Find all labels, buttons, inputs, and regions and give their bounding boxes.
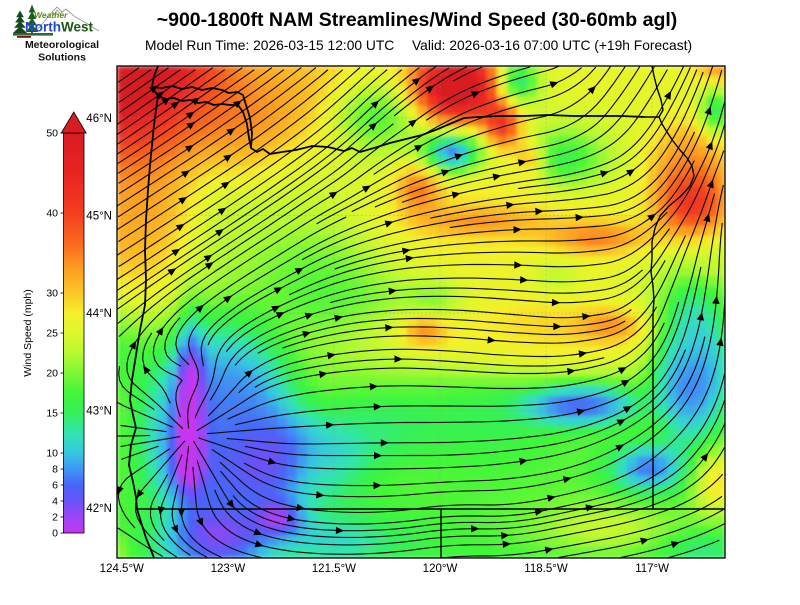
svg-text:10: 10 (46, 448, 58, 460)
svg-text:Valid: 2026-03-16 07:00 UTC (: Valid: 2026-03-16 07:00 UTC (+19h Foreca… (412, 38, 692, 53)
svg-text:~900-1800ft NAM Streamlines/Wi: ~900-1800ft NAM Streamlines/Wind Speed (… (157, 9, 678, 31)
svg-text:20: 20 (46, 368, 58, 380)
svg-text:0: 0 (52, 528, 58, 540)
svg-text:2: 2 (52, 512, 58, 524)
svg-text:123°W: 123°W (211, 563, 246, 575)
svg-text:121.5°W: 121.5°W (312, 563, 356, 575)
svg-text:44°N: 44°N (86, 308, 112, 320)
svg-text:120°W: 120°W (423, 563, 458, 575)
svg-text:40: 40 (46, 208, 58, 220)
svg-text:25: 25 (46, 328, 58, 340)
svg-text:15: 15 (46, 408, 58, 420)
svg-text:Wind Speed (mph): Wind Speed (mph) (22, 289, 34, 377)
svg-text:45°N: 45°N (86, 211, 112, 223)
svg-text:4: 4 (52, 496, 58, 508)
svg-text:Model Run Time: 2026-03-15 12:: Model Run Time: 2026-03-15 12:00 UTC (145, 38, 394, 53)
svg-text:46°N: 46°N (86, 113, 112, 125)
svg-text:118.5°W: 118.5°W (524, 563, 568, 575)
svg-text:Weather: Weather (34, 10, 68, 20)
svg-text:50: 50 (46, 128, 58, 140)
svg-text:8: 8 (52, 464, 58, 476)
svg-text:Solutions: Solutions (38, 52, 86, 64)
svg-text:43°N: 43°N (86, 406, 112, 418)
svg-text:30: 30 (46, 288, 58, 300)
svg-text:Meteorological: Meteorological (25, 39, 99, 51)
svg-text:117°W: 117°W (635, 563, 669, 575)
svg-text:NorthWest: NorthWest (25, 20, 94, 35)
svg-text:6: 6 (52, 480, 58, 492)
svg-text:124.5°W: 124.5°W (100, 563, 144, 575)
svg-text:42°N: 42°N (86, 503, 112, 515)
